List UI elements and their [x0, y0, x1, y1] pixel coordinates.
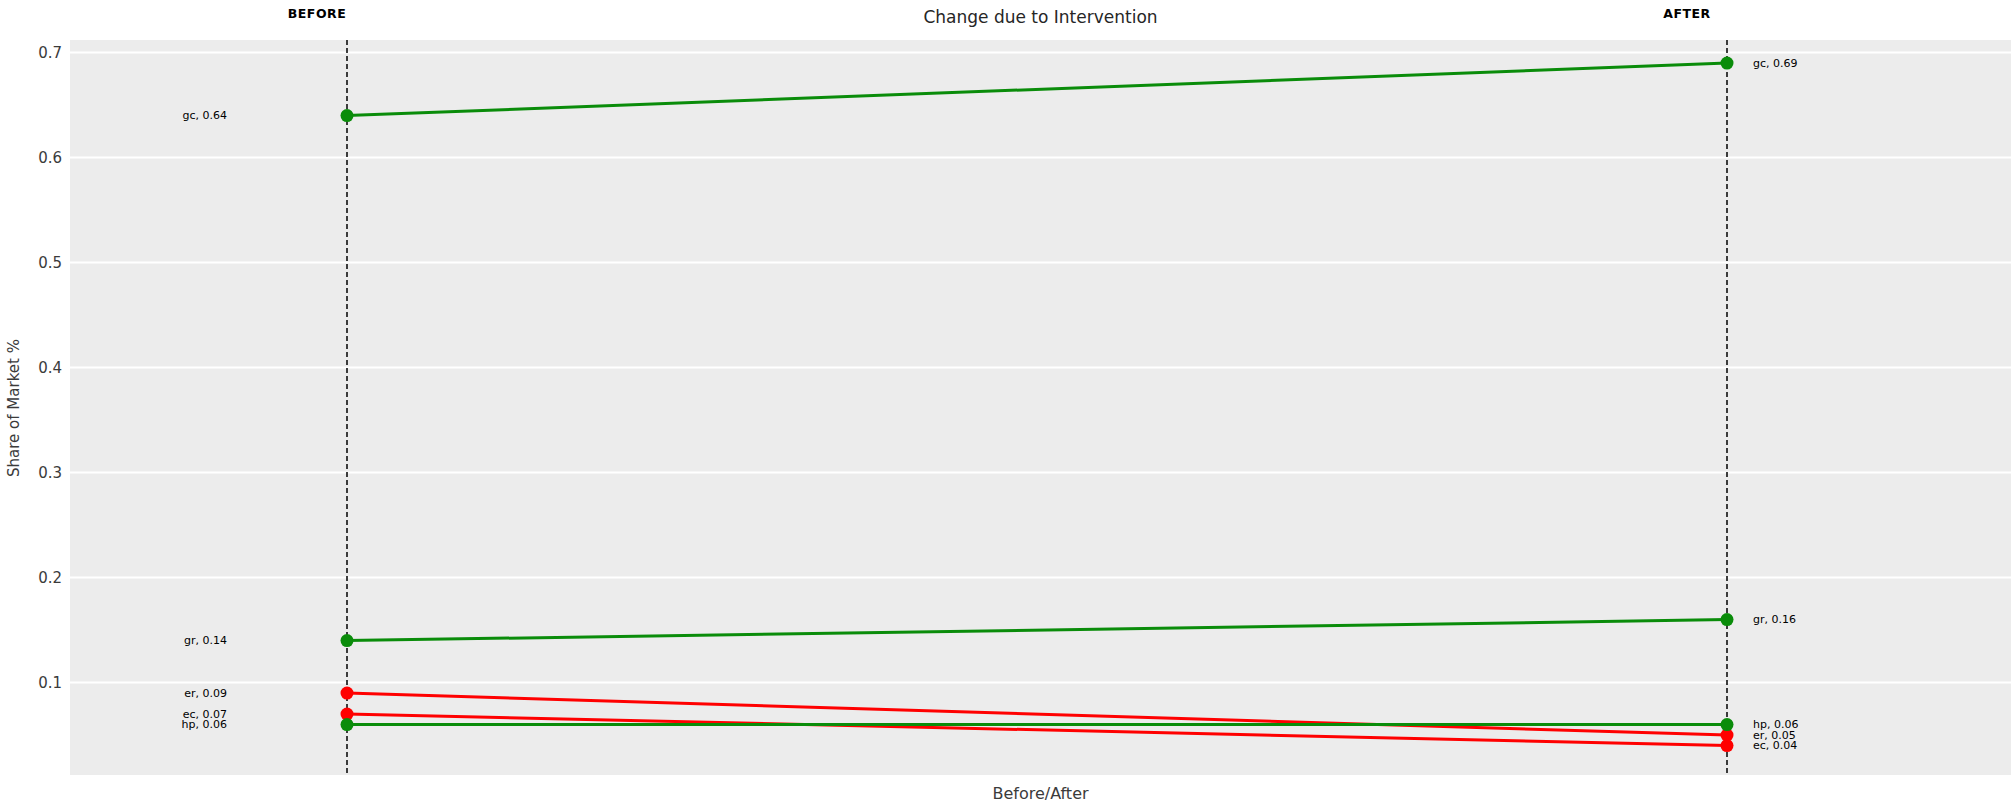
- chart-canvas: gc, 0.64 gc, 0.69 gr, 0.14 gr, 0.16 er, 0.09…: [0, 0, 2011, 811]
- point-before-er: [341, 687, 354, 700]
- column-header-before: BEFORE: [288, 6, 346, 21]
- point-label-after-ec: ec, 0.04: [1753, 739, 1797, 752]
- y-tick-label: 0.7: [0, 44, 62, 62]
- point-before-gr: [341, 634, 354, 647]
- series-line-gr: [347, 620, 1727, 641]
- x-axis-title: Before/After: [70, 784, 2011, 803]
- y-tick-label: 0.5: [0, 254, 62, 272]
- y-tick-label: 0.4: [0, 359, 62, 377]
- point-after-gc: [1721, 57, 1734, 70]
- point-after-hp: [1721, 718, 1734, 731]
- point-label-after-hp: hp, 0.06: [1753, 718, 1798, 731]
- chart-title: Change due to Intervention: [70, 7, 2011, 27]
- column-header-after: AFTER: [1663, 6, 1710, 21]
- y-tick-label: 0.2: [0, 569, 62, 587]
- point-label-after-gr: gr, 0.16: [1753, 613, 1796, 626]
- point-label-before-er: er, 0.09: [184, 687, 227, 700]
- y-tick-label: 0.6: [0, 149, 62, 167]
- point-label-after-gc: gc, 0.69: [1753, 57, 1798, 70]
- point-label-before-gc: gc, 0.64: [182, 109, 227, 122]
- y-tick-label: 0.3: [0, 464, 62, 482]
- y-tick-label: 0.1: [0, 674, 62, 692]
- slope-chart-figure: gc, 0.64 gc, 0.69 gr, 0.14 gr, 0.16 er, 0.09…: [0, 0, 2011, 811]
- point-after-gr: [1721, 613, 1734, 626]
- point-label-before-hp: hp, 0.06: [182, 718, 227, 731]
- point-after-ec: [1721, 739, 1734, 752]
- point-before-gc: [341, 109, 354, 122]
- point-before-hp: [341, 718, 354, 731]
- series-line-gc: [347, 63, 1727, 116]
- point-label-before-gr: gr, 0.14: [184, 634, 227, 647]
